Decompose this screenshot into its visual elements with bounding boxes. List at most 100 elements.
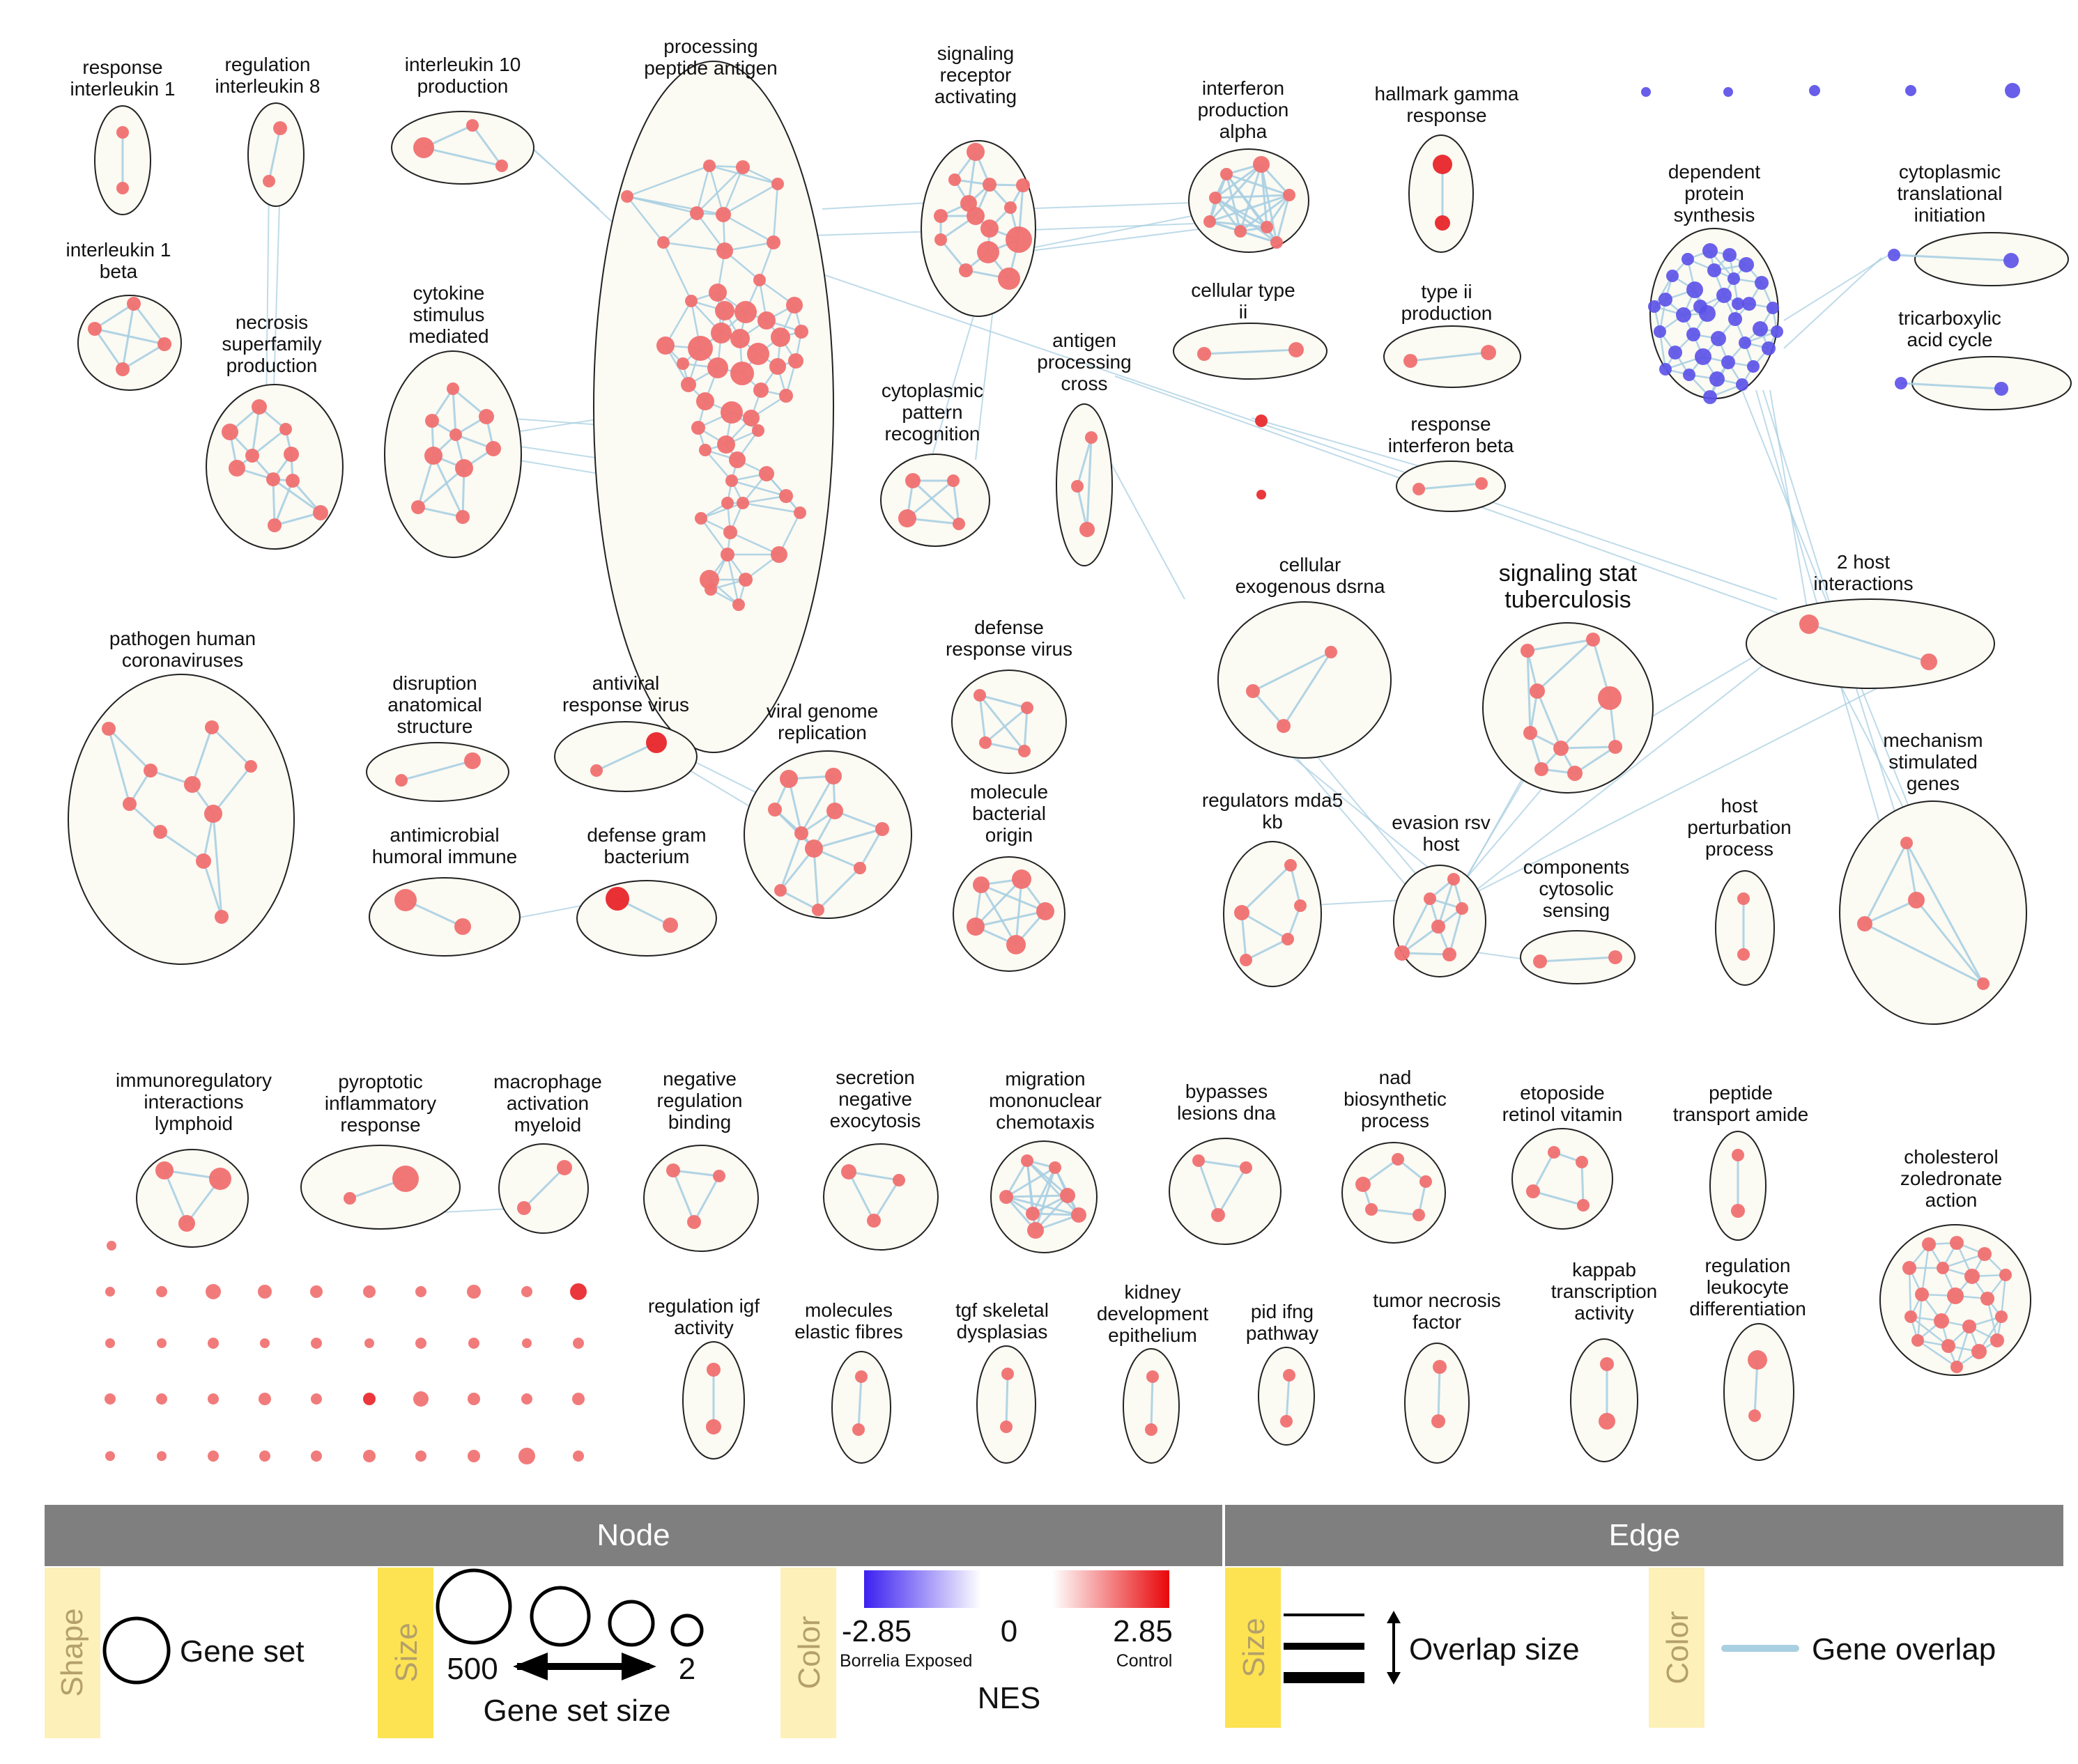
legend-edge-color-tag — [1649, 1568, 1704, 1728]
gene-set-node — [1964, 1269, 1980, 1284]
gene-set-node — [657, 236, 670, 249]
cluster-edges — [1437, 1366, 1441, 1422]
gene-set-node — [725, 474, 738, 487]
cluster-label-line: tricarboxylic — [1898, 307, 2001, 329]
gene-overlap-edge — [985, 706, 1028, 744]
gene-set-node — [1021, 702, 1033, 714]
gene-overlap-edge — [2000, 1274, 2007, 1317]
singleton-gene-set-node — [2005, 83, 2020, 98]
gene-set-node — [1999, 1269, 2012, 1281]
inter-cluster-edge — [1031, 222, 1213, 231]
cluster-label-line: interferon — [1202, 77, 1284, 99]
gene-set-node — [144, 764, 157, 777]
inter-cluster-edge — [265, 182, 270, 412]
gene-set-node — [1403, 354, 1417, 368]
gene-overlap-edge — [1032, 1212, 1079, 1216]
gene-set-node — [1707, 263, 1721, 277]
inter-cluster-edge — [926, 285, 983, 474]
singleton-gene-set-node — [259, 1393, 271, 1405]
gene-overlap-edge — [695, 165, 711, 214]
cluster-label-line: secretion — [836, 1067, 915, 1088]
gene-set-node — [867, 1214, 881, 1228]
gene-overlap-edge — [107, 727, 152, 772]
cluster-label-line: response virus — [946, 638, 1072, 660]
gene-set-node — [1767, 302, 1779, 314]
gene-overlap-edge — [1086, 437, 1093, 530]
cluster-label-line: cytosolic — [1539, 878, 1613, 899]
cluster-label-line: pyroptotic — [338, 1071, 422, 1092]
gene-set-node — [905, 473, 921, 488]
gene-set-node — [1530, 683, 1545, 699]
cluster-label-line: lymphoid — [155, 1113, 233, 1134]
gene-set-node — [344, 1192, 356, 1205]
cluster-label-line: lesions dna — [1177, 1102, 1276, 1124]
cluster-label-line: dysplasias — [957, 1321, 1048, 1343]
gene-overlap-edge — [1226, 173, 1290, 196]
cluster-label-line: peptide — [1709, 1082, 1773, 1104]
gene-overlap-edge — [1986, 1298, 1999, 1341]
gene-set-node — [1012, 869, 1031, 889]
gene-overlap-edge — [1401, 898, 1431, 954]
gene-set-node — [252, 399, 267, 415]
gene-overlap-edge — [1005, 1373, 1009, 1428]
gene-set-node — [1567, 766, 1583, 781]
cluster-label-line: macrophage — [493, 1071, 602, 1092]
singleton-gene-set-node — [468, 1450, 480, 1462]
gene-set-node — [479, 409, 494, 424]
gene-set-node — [1234, 225, 1247, 238]
gene-overlap-edge — [132, 303, 166, 345]
gene-overlap-edge — [693, 1175, 721, 1223]
gene-set-node — [1060, 1188, 1075, 1203]
cluster-edges — [1240, 864, 1302, 961]
singleton-gene-set-node — [157, 1338, 167, 1348]
cluster-label-line: superfamily — [222, 333, 321, 355]
gene-overlap-edge — [1916, 1294, 1923, 1341]
gene-overlap-edge — [1240, 230, 1277, 244]
singleton-gene-set-node — [206, 1284, 221, 1299]
gene-set-node — [1709, 371, 1725, 387]
gene-set-node — [767, 235, 780, 249]
cluster-label-line: cholesterol — [1904, 1146, 1998, 1168]
singleton-gene-set-node — [156, 1286, 167, 1297]
gene-set-node — [590, 764, 603, 777]
gene-overlap-edge — [1265, 194, 1291, 228]
cluster-label-line: response — [82, 56, 162, 78]
gene-set-node — [1737, 948, 1750, 961]
cluster-label-line: immunoregulatory — [116, 1069, 272, 1091]
gene-set-node — [1079, 522, 1095, 537]
legend-edge-size-arrow-up-head — [1387, 1611, 1401, 1623]
gene-set-node — [1456, 902, 1468, 915]
cluster-label-line: process — [1705, 838, 1773, 860]
gene-set-node — [2003, 253, 2019, 268]
singleton-nodes — [105, 83, 2020, 1464]
gene-set-node — [1742, 297, 1756, 311]
gene-set-node — [768, 803, 782, 817]
cluster-label-line: chemotaxis — [996, 1111, 1095, 1133]
gene-set-node — [736, 160, 750, 174]
gene-overlap-edge — [1289, 865, 1302, 906]
gene-set-node — [1533, 954, 1547, 968]
gene-overlap-edge — [980, 883, 1046, 913]
gene-overlap-edge — [1076, 437, 1093, 487]
legend-color-tag-text: Color — [792, 1616, 826, 1689]
cluster-edges — [1893, 254, 2012, 262]
gene-overlap-edge — [272, 479, 276, 526]
gene-overlap-edge — [742, 502, 801, 514]
gene-overlap-edge — [1917, 1339, 1957, 1368]
legend-edge-line-medium — [1284, 1643, 1364, 1650]
gene-set-node — [1394, 945, 1410, 961]
gene-overlap-edge — [1532, 1190, 1584, 1207]
gene-set-cluster-outline — [1223, 841, 1322, 987]
gene-set-node — [709, 284, 727, 302]
gene-overlap-edge — [980, 884, 1017, 945]
gene-set-node — [313, 505, 328, 520]
gene-set-node — [732, 598, 745, 611]
gene-overlap-edge — [975, 910, 1046, 928]
gene-overlap-edge — [1285, 1375, 1291, 1422]
cluster-label-line: regulation — [225, 54, 311, 75]
